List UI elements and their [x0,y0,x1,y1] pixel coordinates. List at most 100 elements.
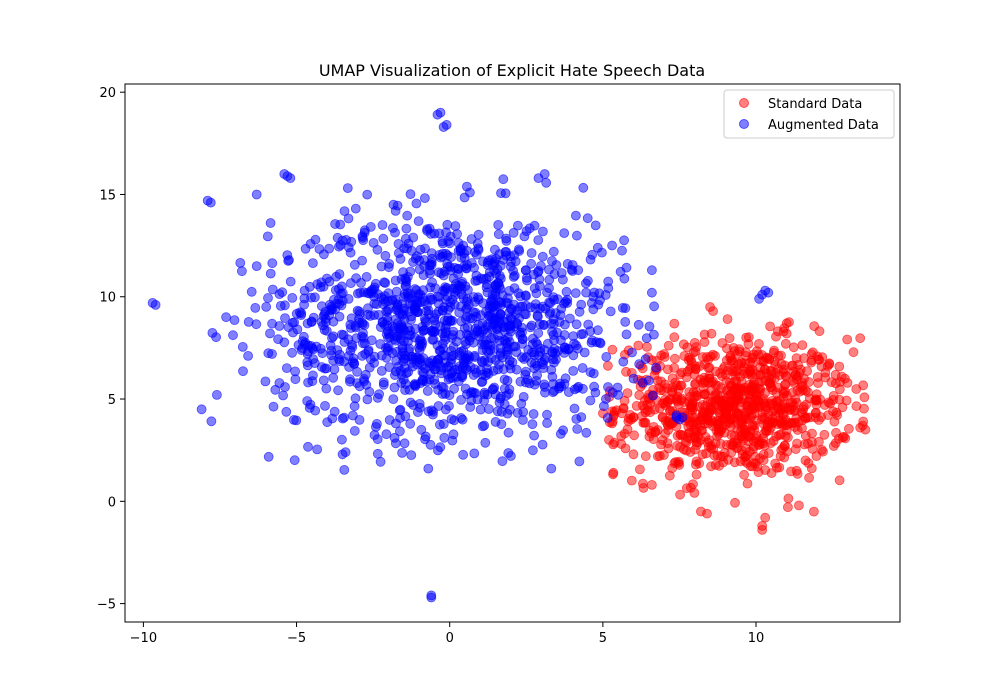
standard-data-point [756,356,767,367]
augmented-data-point [372,434,383,445]
augmented-data-point [445,265,456,276]
augmented-data-point [754,293,764,304]
augmented-data-point [238,366,248,377]
augmented-data-point [438,122,449,132]
augmented-data-point [509,283,520,294]
augmented-data-point [483,404,494,414]
standard-data-point [787,360,798,371]
standard-data-point [840,433,851,444]
standard-data-point [715,438,726,449]
standard-data-point [758,455,769,466]
standard-data-point [760,512,771,523]
augmented-data-point [527,419,538,430]
augmented-data-point [460,363,471,374]
standard-data-point [702,508,712,519]
standard-data-point [830,438,841,449]
standard-data-point [648,421,659,432]
augmented-data-point [468,292,479,302]
augmented-data-point [486,299,497,310]
standard-data-point [692,418,703,429]
augmented-data-point [571,340,581,351]
augmented-data-point [448,330,458,340]
augmented-data-point [337,235,348,246]
augmented-data-point [337,413,348,424]
standard-data-point [777,420,788,431]
augmented-data-point [352,305,363,316]
augmented-data-point [525,322,536,333]
standard-data-point [716,383,726,394]
augmented-data-point [532,370,542,381]
augmented-data-point [450,221,461,231]
augmented-data-point [621,329,632,340]
augmented-data-point [607,240,617,251]
augmented-data-point [574,306,585,317]
augmented-data-point [275,300,286,311]
augmented-data-point [379,277,390,288]
augmented-data-point [327,333,337,343]
augmented-data-point [366,285,377,296]
augmented-data-point [521,291,531,302]
augmented-data-point [459,192,470,203]
augmented-data-point [383,296,394,307]
augmented-data-point [207,327,218,338]
standard-data-point [801,399,811,410]
augmented-data-point [449,383,460,394]
standard-data-point [675,380,686,391]
augmented-data-point [495,260,506,271]
augmented-data-point [538,226,548,237]
standard-data-point [760,465,771,475]
augmented-data-point [391,355,402,366]
standard-data-point [676,395,687,406]
augmented-data-point [324,276,335,287]
augmented-data-point [559,330,570,340]
augmented-data-point [291,415,302,426]
standard-data-point [790,444,801,455]
augmented-data-point [473,229,484,240]
standard-data-point [774,395,785,406]
augmented-data-point [345,374,355,385]
augmented-data-point [221,312,232,323]
augmented-data-point [469,448,480,459]
augmented-data-point [402,210,413,221]
augmented-data-point [399,438,410,449]
augmented-data-point [274,321,285,331]
augmented-data-point [430,378,441,389]
augmented-data-point [441,227,452,238]
augmented-data-point [461,181,472,192]
augmented-data-point [302,360,313,371]
augmented-data-point [147,297,158,308]
augmented-data-point [334,298,345,309]
augmented-data-point [539,379,550,390]
augmented-data-point [357,319,368,329]
augmented-data-point [442,250,453,261]
augmented-data-point [572,424,583,434]
standard-data-point [656,439,666,450]
augmented-data-point [419,296,430,307]
standard-data-point [664,470,675,481]
augmented-data-point [497,456,508,467]
standard-data-point [659,349,669,359]
augmented-data-point [649,301,659,312]
augmented-data-point [351,273,362,284]
standard-data-point [722,314,733,325]
augmented-data-point [265,268,276,279]
augmented-data-point [627,347,637,358]
augmented-data-point [538,319,549,330]
augmented-data-point [597,247,607,258]
augmented-data-point [408,257,419,267]
augmented-data-point [309,292,320,303]
augmented-data-point [315,282,326,293]
augmented-data-point [395,404,406,415]
augmented-data-point [378,233,389,244]
augmented-data-point [573,381,584,392]
augmented-data-point [420,243,430,254]
augmented-data-point [289,455,300,466]
standard-data-point [688,479,698,490]
augmented-data-point [307,343,318,354]
augmented-data-point [250,302,261,313]
augmented-data-point [517,352,527,363]
augmented-data-point [398,267,409,278]
augmented-data-point [514,313,524,324]
augmented-data-point [229,315,240,326]
legend-marker-augmented [739,119,749,129]
